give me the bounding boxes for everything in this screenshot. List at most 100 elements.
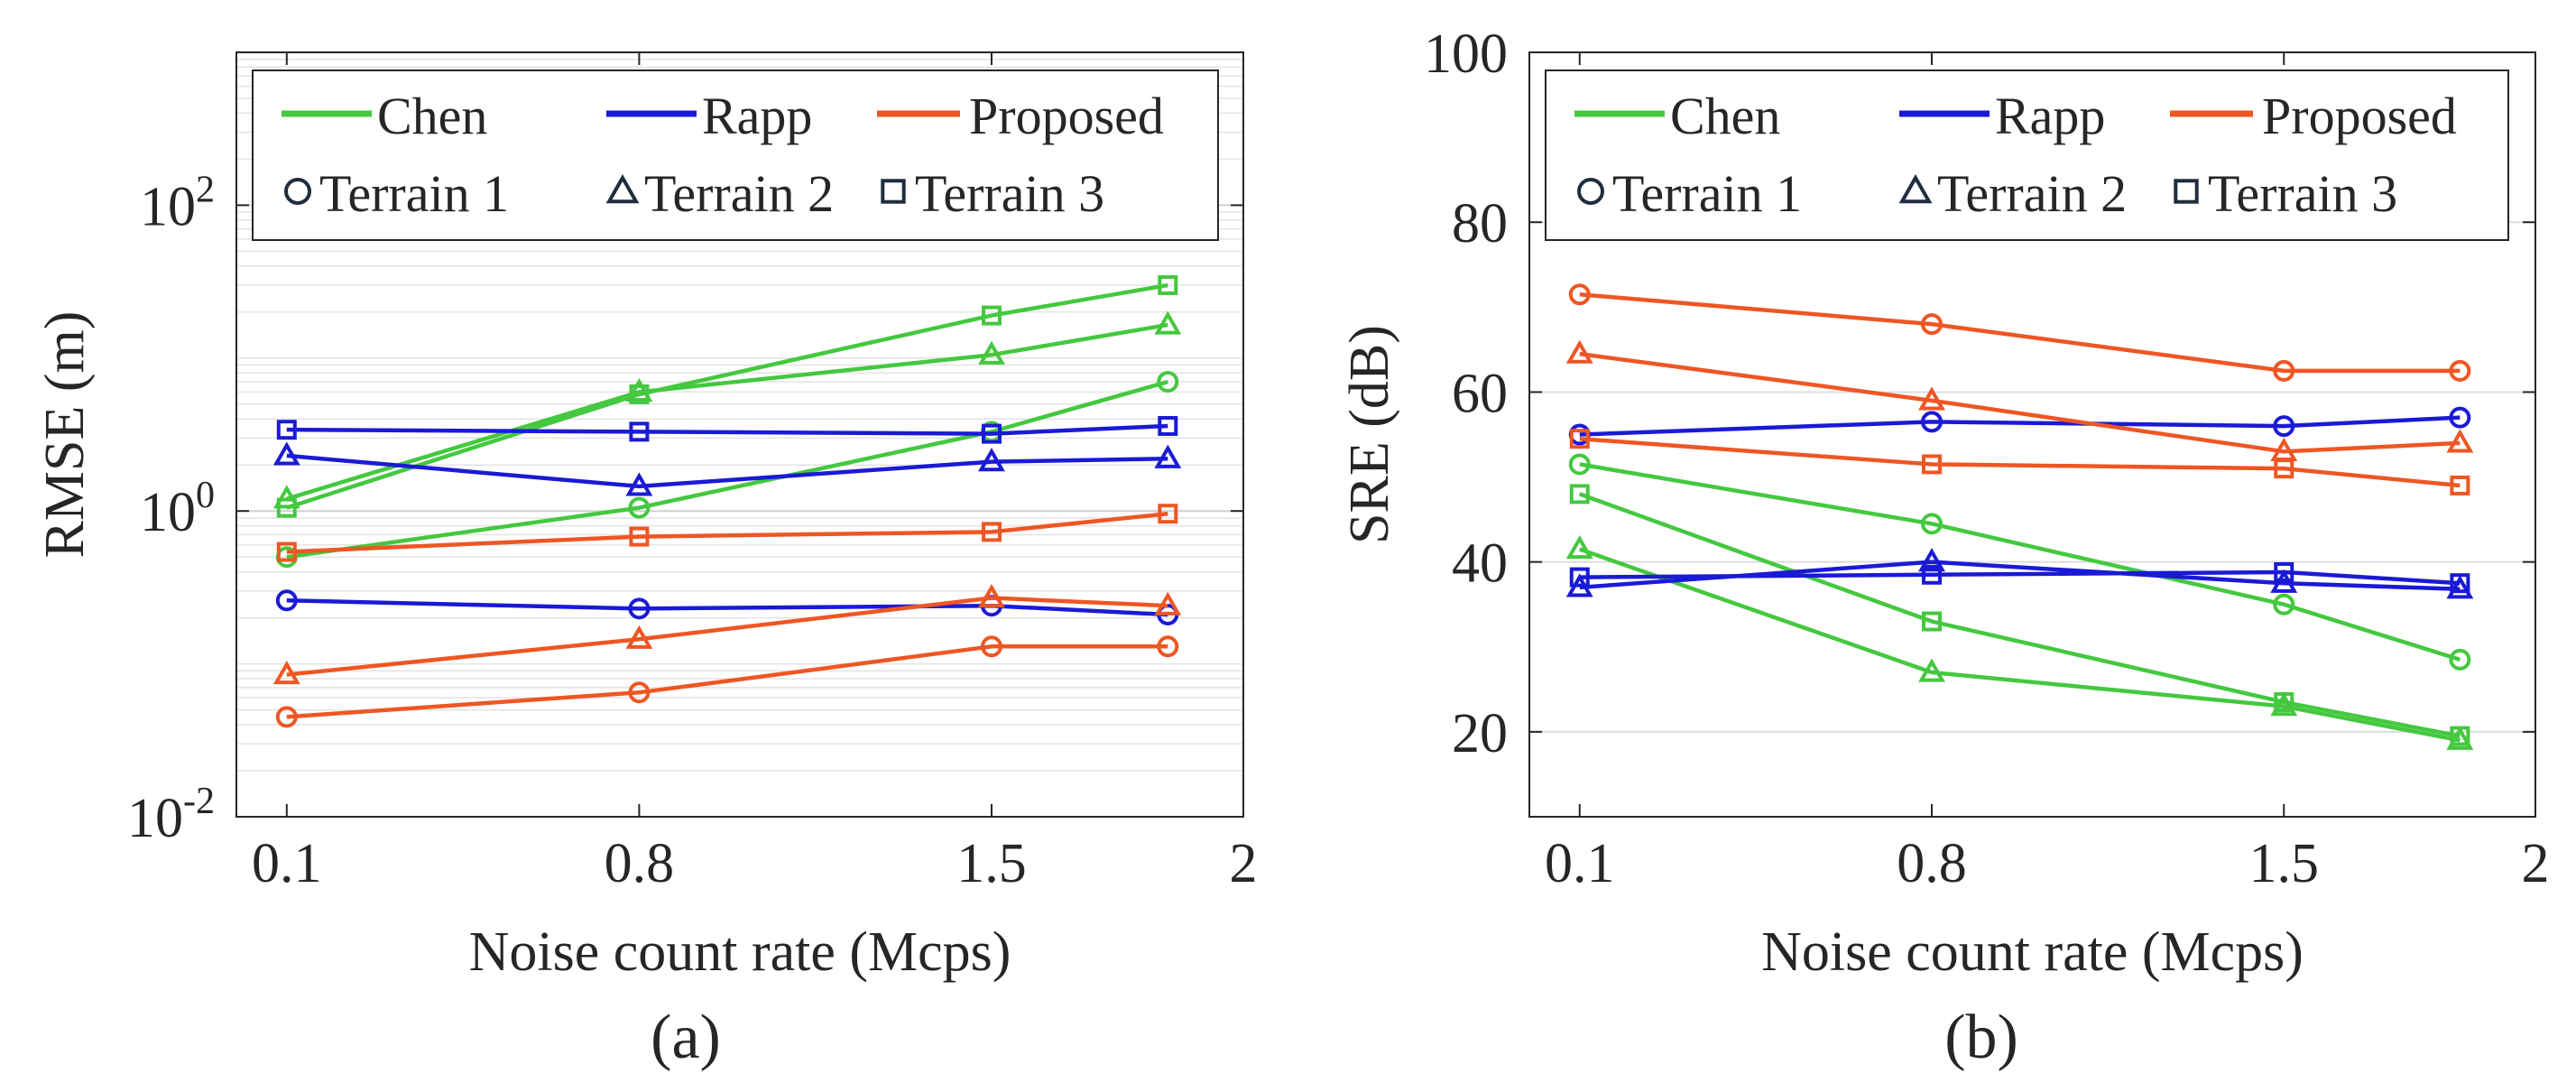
series-proposed-terrain-3 bbox=[1569, 429, 2470, 495]
legend-label-terrain-3: Terrain 3 bbox=[915, 164, 1104, 223]
legend-label-rapp: Rapp bbox=[1995, 87, 2105, 145]
y-tick-label: 60 bbox=[1452, 363, 1508, 424]
data-point bbox=[2449, 648, 2471, 671]
data-point bbox=[625, 472, 653, 496]
legend: Chen Rapp Proposed Terrain 1 Terrain 2 Terrai… bbox=[1545, 69, 2509, 241]
data-point bbox=[2450, 573, 2470, 594]
series-line bbox=[286, 644, 1168, 719]
legend-box bbox=[1545, 69, 2509, 241]
data-point bbox=[275, 589, 298, 612]
data-point bbox=[1918, 658, 1945, 682]
series-rapp-terrain-3 bbox=[276, 415, 1178, 444]
legend-marker-terrain-2 bbox=[1898, 174, 1933, 204]
legend-label-terrain-2: Terrain 2 bbox=[1937, 164, 2127, 223]
series-line bbox=[1579, 569, 2461, 586]
data-point bbox=[1569, 484, 1590, 504]
data-point bbox=[981, 635, 1002, 658]
data-point bbox=[982, 423, 1002, 444]
data-point bbox=[1157, 371, 1179, 393]
data-point bbox=[982, 522, 1002, 542]
data-point bbox=[629, 526, 650, 547]
series-line bbox=[286, 423, 1168, 436]
legend-label-chen: Chen bbox=[1670, 87, 1780, 145]
data-point bbox=[2446, 575, 2474, 599]
panel-label: (a) bbox=[651, 1003, 721, 1072]
x-tick-label: 0.1 bbox=[1545, 833, 1615, 894]
series-line bbox=[286, 379, 1168, 560]
data-point bbox=[1922, 454, 1942, 475]
x-tick-label: 1.5 bbox=[956, 833, 1027, 894]
data-point bbox=[276, 542, 297, 562]
data-point bbox=[272, 661, 300, 685]
x-tick-label: 0.8 bbox=[605, 833, 675, 894]
data-point bbox=[982, 305, 1002, 326]
y-axis-label: SRE (dB) bbox=[1339, 325, 1400, 544]
series-line bbox=[286, 596, 1168, 677]
x-axis-label: Noise count rate (Mcps) bbox=[1761, 921, 2304, 983]
data-point bbox=[2450, 726, 2470, 746]
x-tick-label: 0.8 bbox=[1897, 833, 1967, 894]
data-point bbox=[2446, 726, 2474, 750]
data-point bbox=[1154, 310, 1182, 335]
data-point bbox=[1158, 274, 1178, 295]
legend-marker-terrain-3 bbox=[881, 179, 906, 204]
data-point bbox=[628, 496, 651, 519]
x-tick-label: 1.5 bbox=[2249, 833, 2320, 894]
series-rapp-terrain-3 bbox=[1569, 561, 2470, 594]
data-point bbox=[628, 681, 651, 704]
legend-marker-terrain-3 bbox=[2174, 179, 2199, 204]
data-point bbox=[275, 706, 298, 728]
series-chen-terrain-1 bbox=[1568, 453, 2471, 671]
data-point bbox=[628, 597, 651, 620]
series-chen-terrain-2 bbox=[1565, 535, 2474, 750]
data-point bbox=[978, 583, 1005, 608]
data-point bbox=[2274, 691, 2294, 712]
plot-area bbox=[235, 51, 1244, 818]
series-chen-terrain-2 bbox=[272, 310, 1182, 509]
data-point bbox=[1569, 429, 1590, 449]
data-point bbox=[1918, 548, 1945, 572]
series-line bbox=[286, 598, 1168, 617]
data-point bbox=[1565, 535, 1593, 560]
series-line bbox=[1579, 292, 2461, 374]
data-point bbox=[1158, 415, 1178, 436]
series-line bbox=[1578, 492, 2461, 738]
legend-label-terrain-3: Terrain 3 bbox=[2208, 164, 2397, 223]
data-point bbox=[978, 340, 1005, 365]
series-proposed-terrain-2 bbox=[272, 583, 1182, 685]
data-point bbox=[625, 625, 653, 649]
y-tick-label: 100 bbox=[140, 475, 215, 543]
series-rapp-terrain-2 bbox=[272, 441, 1182, 496]
data-point bbox=[1921, 313, 1943, 336]
y-tick-label: 40 bbox=[1452, 533, 1508, 595]
data-point bbox=[1154, 591, 1182, 616]
series-chen-terrain-3 bbox=[276, 274, 1178, 518]
legend-label-proposed: Proposed bbox=[2262, 87, 2457, 145]
plot-area bbox=[1528, 51, 2536, 818]
x-tick-label: 2 bbox=[2522, 833, 2550, 894]
series-line bbox=[286, 322, 1168, 501]
data-point bbox=[276, 497, 297, 518]
legend-marker-terrain-2 bbox=[605, 174, 640, 204]
data-point bbox=[978, 448, 1005, 472]
y-tick-label: 20 bbox=[1452, 703, 1508, 764]
legend-marker-terrain-1 bbox=[1577, 178, 1604, 205]
y-tick-label: 10-2 bbox=[127, 781, 215, 849]
x-tick-label: 0.1 bbox=[252, 833, 322, 894]
data-point bbox=[2446, 429, 2474, 453]
series-line bbox=[1579, 351, 2461, 454]
data-point bbox=[1921, 513, 1943, 535]
data-point bbox=[1568, 283, 1591, 306]
series-rapp-terrain-1 bbox=[275, 589, 1179, 626]
series-line bbox=[1579, 547, 2461, 743]
series-line bbox=[286, 282, 1168, 510]
legend-box bbox=[252, 69, 1219, 241]
y-axis-label: RMSE (m) bbox=[34, 311, 96, 559]
data-point bbox=[1568, 453, 1591, 476]
data-point bbox=[1921, 411, 1943, 433]
data-point bbox=[1565, 339, 1593, 364]
series-line bbox=[1579, 462, 2461, 662]
series-proposed-terrain-2 bbox=[1565, 339, 2474, 461]
data-point bbox=[625, 377, 653, 403]
